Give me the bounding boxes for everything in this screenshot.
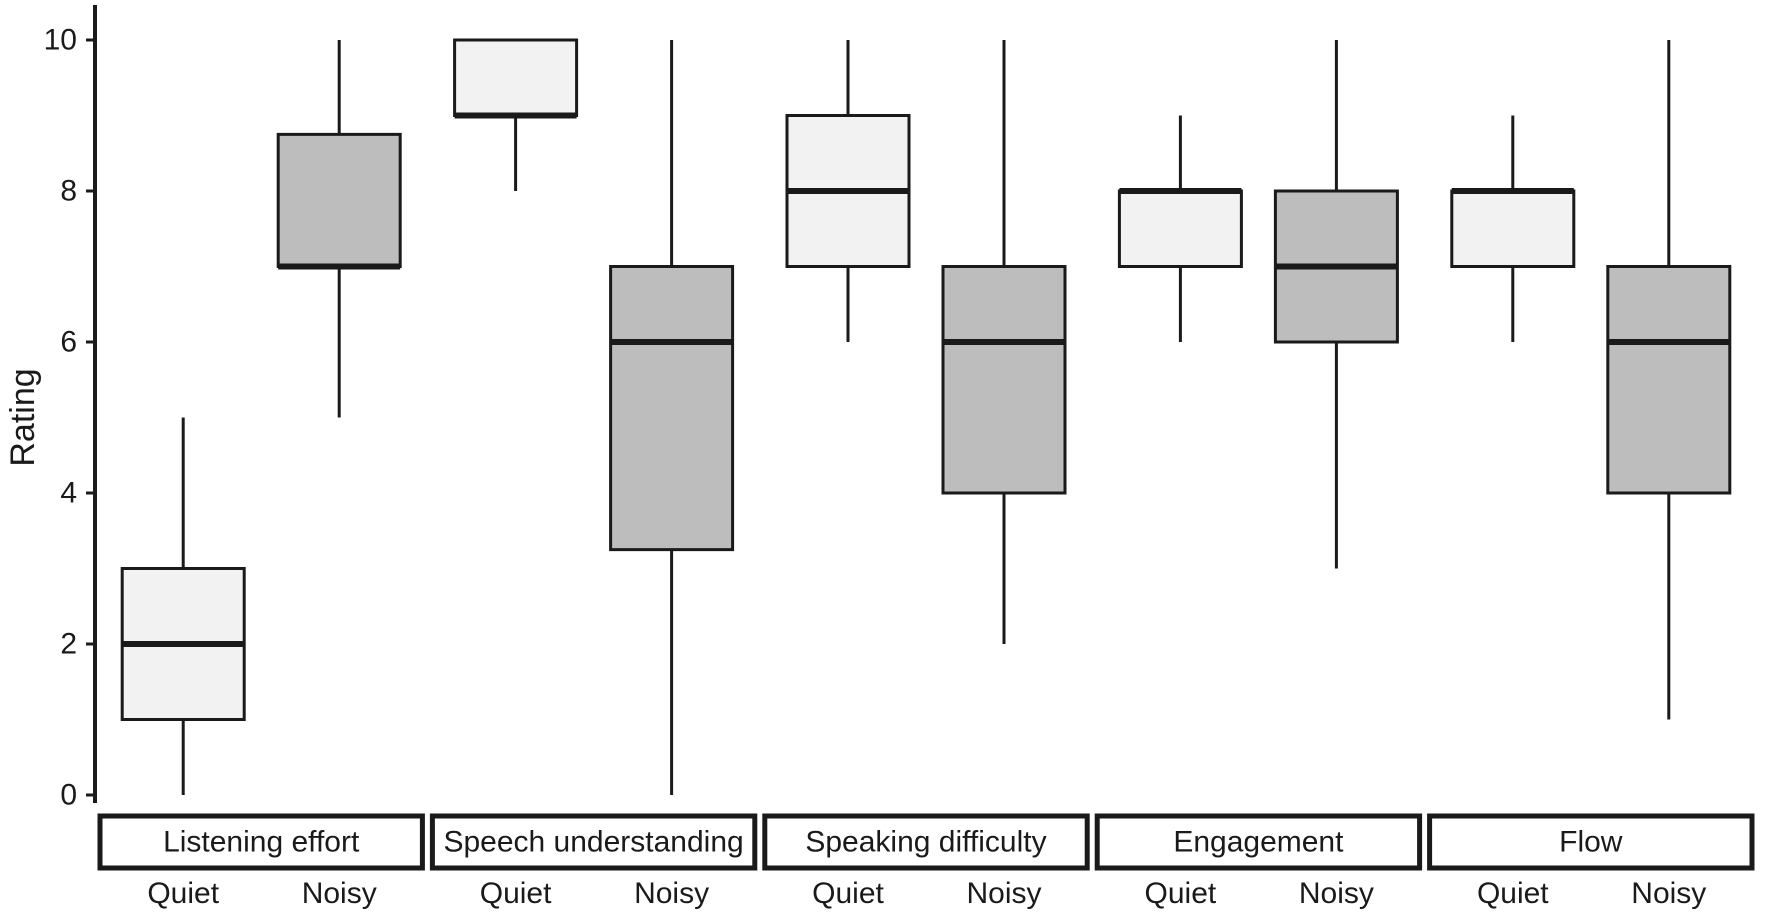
boxplot-quiet: Quiet [1450,115,1576,910]
condition-label: Quiet [1145,877,1217,910]
iqr-box [453,38,579,117]
condition-label: Noisy [1631,877,1706,910]
y-tick-label: 8 [60,175,77,208]
condition-label: Quiet [1477,877,1549,910]
group-label-box [1427,813,1755,871]
condition-label: Noisy [634,877,709,910]
y-tick-label: 4 [60,477,77,510]
group-label: Engagement [1173,826,1344,859]
y-tick-label: 10 [44,24,77,57]
boxplot-noisy: Noisy [1273,40,1399,910]
y-tick-label: 6 [60,326,77,359]
iqr-box [1606,265,1732,495]
condition-label: Noisy [1299,877,1374,910]
boxplot-noisy: Noisy [941,40,1067,910]
boxplot-group: Speech understanding Quiet Noisy [429,38,758,910]
iqr-box [609,265,735,552]
group-label: Speaking difficulty [805,826,1046,859]
group-label: Listening effort [163,826,360,859]
boxplot-group: Listening effort Quiet Noisy [97,40,425,910]
condition-label: Noisy [302,877,377,910]
boxplot-noisy: Noisy [1606,40,1732,910]
boxplot-group: Speaking difficulty Quiet Noisy [762,40,1090,910]
y-tick-label: 2 [60,628,77,661]
boxplot-quiet: Quiet [120,417,246,910]
boxplot-quiet: Quiet [1117,115,1243,910]
group-label-box [762,813,1090,871]
boxplot-group: Flow Quiet Noisy [1427,40,1755,910]
iqr-box [276,132,402,268]
group-label-box [1094,813,1423,871]
boxplot-noisy: Noisy [609,40,735,910]
group-label: Speech understanding [443,826,743,859]
boxplot-quiet: Quiet [785,40,911,910]
iqr-box [1117,189,1243,268]
group-label-box [429,813,758,871]
boxplot-group: Engagement Quiet Noisy [1094,40,1423,910]
condition-label: Quiet [480,877,552,910]
boxplot-quiet: Quiet [453,38,579,910]
condition-label: Quiet [147,877,219,910]
boxplot-noisy: Noisy [276,40,402,910]
iqr-box [1450,189,1576,268]
y-axis-title: Rating [4,368,42,466]
iqr-box [941,265,1067,495]
group-label-box [97,813,425,871]
y-tick-label: 0 [60,779,77,812]
group-label: Flow [1559,826,1623,859]
condition-label: Quiet [812,877,884,910]
condition-label: Noisy [966,877,1041,910]
